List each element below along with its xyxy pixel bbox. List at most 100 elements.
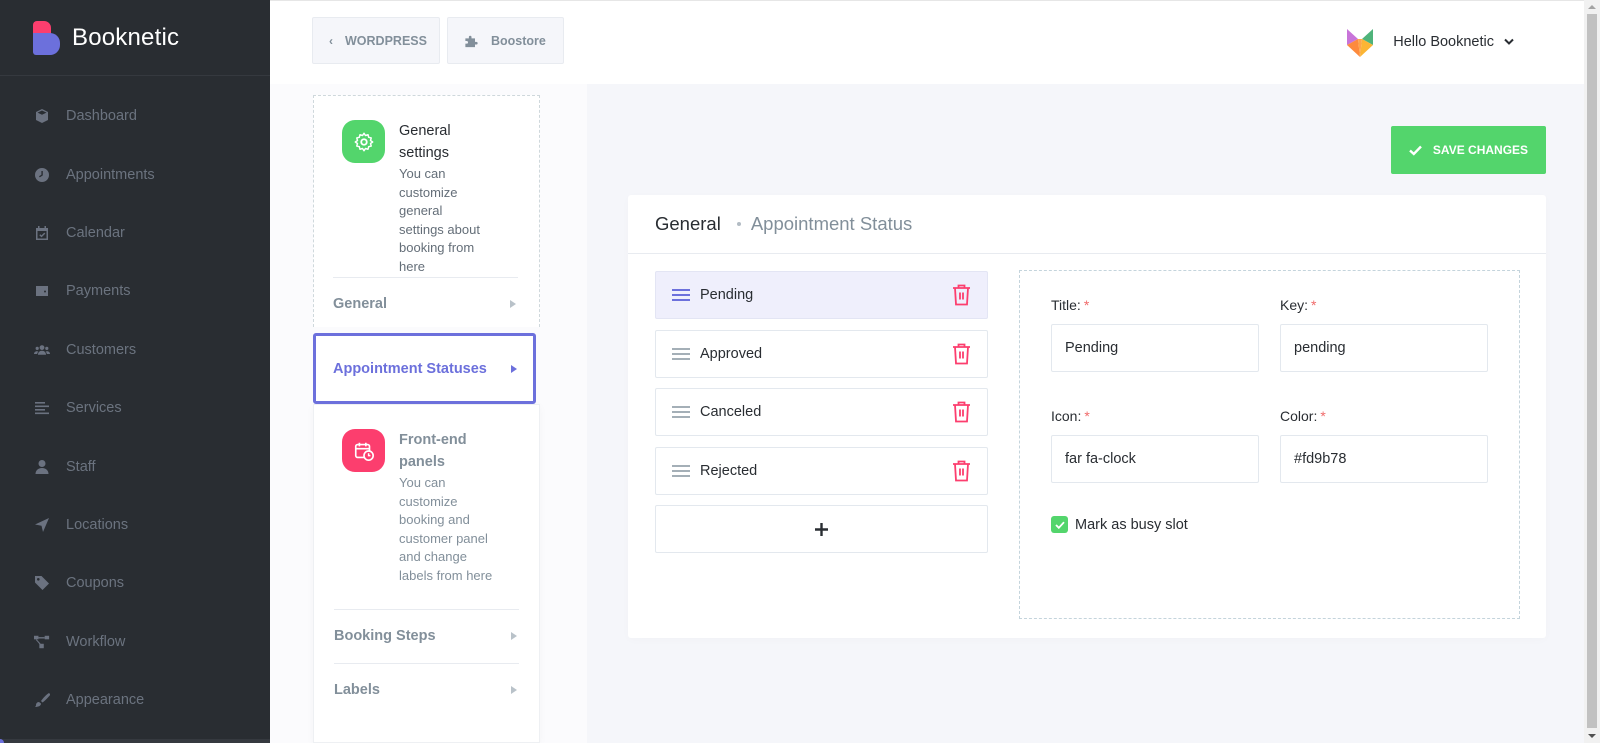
- users-icon: [33, 341, 50, 358]
- sidebar: Booknetic Dashboard Appointments Calenda…: [0, 0, 270, 743]
- save-changes-button[interactable]: SAVE CHANGES: [1391, 126, 1546, 174]
- settings-item-labels[interactable]: Labels: [334, 663, 519, 716]
- status-item-canceled[interactable]: Canceled: [655, 388, 988, 436]
- status-item-rejected[interactable]: Rejected: [655, 446, 988, 495]
- back-to-wordpress-label: WORDPRESS: [345, 33, 427, 48]
- sidebar-item-dashboard[interactable]: Dashboard: [0, 87, 270, 145]
- sidebar-item-coupons[interactable]: Coupons: [0, 554, 270, 612]
- plus-icon: [815, 522, 828, 536]
- drag-handle-icon[interactable]: [672, 464, 690, 478]
- color-label: Color: *: [1280, 408, 1326, 424]
- status-name: Pending: [700, 287, 754, 303]
- sidebar-item-services[interactable]: Services: [0, 379, 270, 437]
- settings-item-general[interactable]: General: [333, 277, 518, 330]
- wallet-icon: [33, 283, 50, 300]
- sidebar-item-appointments[interactable]: Appointments: [0, 145, 270, 203]
- top-header: ‹ WORDPRESS Boostore Hello Booknetic: [270, 0, 1584, 84]
- icon-field: Icon: *: [1051, 408, 1259, 483]
- group-description: You can customize general settings about…: [399, 166, 480, 274]
- sidebar-footer: [0, 739, 270, 743]
- brand-logo[interactable]: Booknetic: [0, 0, 270, 76]
- settings-item-booking-steps[interactable]: Booking Steps: [334, 609, 519, 662]
- boostore-button[interactable]: Boostore: [447, 17, 564, 64]
- trash-icon[interactable]: [952, 401, 971, 423]
- sidebar-item-label: Staff: [66, 458, 96, 475]
- tag-icon: [33, 575, 50, 592]
- sidebar-item-label: Calendar: [66, 224, 125, 241]
- group-title: Front-end panels: [399, 432, 467, 470]
- breadcrumb: General Appointment Status: [628, 195, 1546, 254]
- boostore-label: Boostore: [491, 33, 546, 48]
- breadcrumb-separator: [736, 222, 741, 226]
- sidebar-item-payments[interactable]: Payments: [0, 262, 270, 320]
- sidebar-item-label: Customers: [66, 341, 137, 358]
- status-item-pending[interactable]: Pending: [655, 271, 988, 319]
- breadcrumb-parent: General: [655, 213, 721, 234]
- trash-icon[interactable]: [952, 460, 971, 482]
- settings-group-general: General settings You can customize gener…: [313, 95, 540, 327]
- busy-slot-label: Mark as busy slot: [1075, 516, 1188, 533]
- appointment-status-card: General Appointment Status Pending Appro…: [628, 195, 1546, 638]
- user-avatar-logo: [1347, 29, 1374, 57]
- status-name: Rejected: [700, 462, 758, 479]
- check-icon: [1409, 145, 1422, 156]
- checkbox-checked-icon[interactable]: [1051, 516, 1068, 533]
- sidebar-item-label: Locations: [66, 516, 129, 533]
- trash-icon[interactable]: [952, 343, 971, 365]
- sidebar-item-locations[interactable]: Locations: [0, 496, 270, 554]
- color-input[interactable]: [1280, 435, 1488, 483]
- sidebar-item-label: Coupons: [66, 575, 125, 592]
- title-input[interactable]: [1051, 324, 1259, 372]
- settings-group-front-end: Front-end panels You can customize booki…: [313, 404, 540, 743]
- booknetic-logo-icon: [33, 20, 60, 55]
- calendar-check-icon: [33, 224, 50, 241]
- calendar-clock-icon: [342, 429, 385, 472]
- settings-item-appointment-statuses[interactable]: Appointment Statuses: [313, 333, 536, 404]
- icon-input[interactable]: [1051, 435, 1259, 483]
- status-item-approved[interactable]: Approved: [655, 329, 988, 378]
- caret-right-icon: [511, 686, 517, 694]
- title-field: Title: *: [1051, 297, 1259, 372]
- user-menu[interactable]: Hello Booknetic: [1347, 27, 1514, 57]
- cube-icon: [33, 108, 50, 125]
- drag-handle-icon[interactable]: [672, 288, 690, 302]
- sidebar-item-label: Services: [66, 400, 122, 417]
- scroll-down-arrow-icon[interactable]: [1588, 734, 1596, 738]
- settings-item-label: Appointment Statuses: [333, 360, 487, 377]
- drag-handle-icon[interactable]: [672, 405, 690, 419]
- color-field: Color: *: [1280, 408, 1488, 483]
- scrollbar-thumb[interactable]: [1587, 14, 1597, 728]
- user-icon: [33, 458, 50, 475]
- caret-right-icon: [511, 632, 517, 640]
- save-changes-label: SAVE CHANGES: [1432, 143, 1529, 157]
- trash-icon[interactable]: [952, 284, 971, 306]
- sidebar-item-label: Appointments: [66, 166, 155, 183]
- status-name: Canceled: [700, 404, 762, 420]
- page-scrollbar[interactable]: [1584, 0, 1600, 743]
- status-list: Pending Approved Canceled Rejected: [655, 271, 988, 553]
- key-input[interactable]: [1280, 324, 1488, 372]
- sidebar-item-label: Appearance: [66, 692, 145, 709]
- drag-handle-icon[interactable]: [672, 347, 690, 361]
- breadcrumb-current: Appointment Status: [750, 213, 913, 234]
- icon-label: Icon: *: [1051, 408, 1090, 424]
- add-status-button[interactable]: [655, 505, 988, 553]
- sidebar-item-workflow[interactable]: Workflow: [0, 613, 270, 671]
- group-description: You can customize booking and customer p…: [399, 475, 493, 583]
- sidebar-item-customers[interactable]: Customers: [0, 321, 270, 379]
- sidebar-nav: Dashboard Appointments Calendar Payments…: [0, 87, 270, 729]
- sidebar-item-staff[interactable]: Staff: [0, 437, 270, 495]
- busy-slot-checkbox[interactable]: Mark as busy slot: [1051, 516, 1188, 533]
- sidebar-item-label: Payments: [66, 283, 131, 300]
- sidebar-item-label: Dashboard: [66, 108, 137, 125]
- settings-item-label: Booking Steps: [334, 628, 436, 644]
- chevron-down-icon: [1504, 38, 1514, 45]
- status-edit-form: Title:* Key:* Icon:* Color:* Mark as bus…: [1019, 270, 1520, 619]
- back-to-wordpress-button[interactable]: ‹ WORDPRESS: [312, 17, 440, 64]
- scroll-up-arrow-icon[interactable]: [1588, 5, 1596, 9]
- workflow-icon: [33, 633, 50, 650]
- sidebar-item-appearance[interactable]: Appearance: [0, 671, 270, 729]
- sidebar-item-calendar[interactable]: Calendar: [0, 204, 270, 262]
- key-field: Key: *: [1280, 297, 1488, 372]
- settings-item-label: Labels: [334, 682, 380, 698]
